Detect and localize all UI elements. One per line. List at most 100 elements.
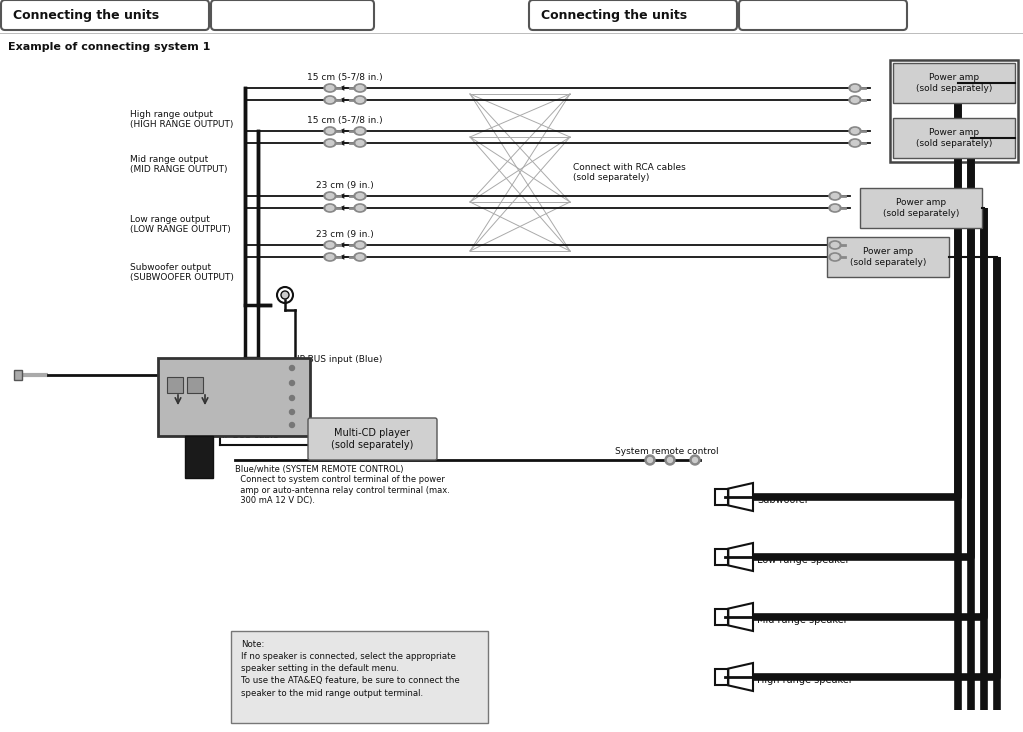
Text: Note:
If no speaker is connected, select the appropriate
speaker setting in the : Note: If no speaker is connected, select…: [241, 640, 459, 698]
FancyBboxPatch shape: [14, 370, 23, 380]
FancyBboxPatch shape: [185, 436, 213, 478]
Ellipse shape: [324, 241, 336, 249]
Ellipse shape: [831, 206, 839, 211]
FancyBboxPatch shape: [893, 63, 1015, 103]
Circle shape: [690, 455, 700, 465]
Ellipse shape: [324, 139, 336, 147]
Ellipse shape: [829, 241, 841, 249]
Ellipse shape: [851, 129, 859, 133]
Text: 15 cm (5-7/8 in.): 15 cm (5-7/8 in.): [307, 116, 383, 125]
Ellipse shape: [326, 141, 333, 146]
Ellipse shape: [354, 139, 366, 147]
Ellipse shape: [324, 204, 336, 212]
Circle shape: [693, 458, 698, 463]
Ellipse shape: [326, 86, 333, 91]
Text: IP-BUS input (Blue): IP-BUS input (Blue): [297, 355, 383, 364]
Text: Power amp
(sold separately): Power amp (sold separately): [850, 247, 926, 266]
Text: Example of connecting system 1: Example of connecting system 1: [8, 42, 211, 52]
FancyBboxPatch shape: [893, 118, 1015, 158]
Ellipse shape: [354, 84, 366, 92]
Circle shape: [667, 458, 672, 463]
Ellipse shape: [326, 255, 333, 259]
Circle shape: [290, 395, 295, 400]
Text: Low range output
(LOW RANGE OUTPUT): Low range output (LOW RANGE OUTPUT): [130, 215, 231, 234]
FancyBboxPatch shape: [1, 0, 209, 30]
Ellipse shape: [356, 129, 364, 133]
Circle shape: [644, 455, 655, 465]
Ellipse shape: [831, 255, 839, 259]
Ellipse shape: [324, 127, 336, 135]
Text: 23 cm (9 in.): 23 cm (9 in.): [316, 230, 373, 239]
Ellipse shape: [356, 86, 364, 91]
Ellipse shape: [326, 193, 333, 198]
Ellipse shape: [326, 97, 333, 102]
Ellipse shape: [354, 192, 366, 200]
Text: High range speaker: High range speaker: [757, 675, 853, 685]
Ellipse shape: [354, 204, 366, 212]
Ellipse shape: [324, 84, 336, 92]
Text: 23 cm (9 in.): 23 cm (9 in.): [316, 181, 373, 190]
Ellipse shape: [356, 193, 364, 198]
Text: 15 cm (5-7/8 in.): 15 cm (5-7/8 in.): [307, 73, 383, 82]
Ellipse shape: [849, 84, 861, 92]
Text: Connect with RCA cables
(sold separately): Connect with RCA cables (sold separately…: [573, 163, 685, 182]
Ellipse shape: [851, 86, 859, 91]
Text: Power amp
(sold separately): Power amp (sold separately): [916, 73, 992, 93]
Ellipse shape: [849, 127, 861, 135]
Text: IP-BUS cable: IP-BUS cable: [222, 431, 278, 440]
Ellipse shape: [851, 141, 859, 146]
Ellipse shape: [356, 206, 364, 211]
Ellipse shape: [851, 97, 859, 102]
Ellipse shape: [354, 241, 366, 249]
Text: Mid range output
(MID RANGE OUTPUT): Mid range output (MID RANGE OUTPUT): [130, 155, 227, 174]
Text: Connecting the units: Connecting the units: [13, 9, 160, 21]
Ellipse shape: [356, 255, 364, 259]
Ellipse shape: [324, 192, 336, 200]
Ellipse shape: [829, 253, 841, 261]
Circle shape: [290, 381, 295, 386]
Ellipse shape: [831, 242, 839, 247]
Text: Subwoofer: Subwoofer: [757, 495, 809, 505]
Ellipse shape: [354, 253, 366, 261]
Text: Mid range speaker: Mid range speaker: [757, 615, 848, 625]
FancyBboxPatch shape: [827, 237, 949, 277]
Text: Low range speaker: Low range speaker: [757, 555, 849, 565]
Ellipse shape: [849, 139, 861, 147]
FancyBboxPatch shape: [231, 631, 488, 723]
Ellipse shape: [831, 193, 839, 198]
Ellipse shape: [356, 242, 364, 247]
FancyBboxPatch shape: [211, 0, 374, 30]
Ellipse shape: [829, 204, 841, 212]
FancyBboxPatch shape: [739, 0, 907, 30]
Ellipse shape: [354, 96, 366, 104]
Text: Power amp
(sold separately): Power amp (sold separately): [883, 198, 960, 217]
Circle shape: [665, 455, 675, 465]
Ellipse shape: [324, 96, 336, 104]
Ellipse shape: [356, 141, 364, 146]
Ellipse shape: [849, 96, 861, 104]
Text: System remote control: System remote control: [615, 447, 718, 456]
Text: Subwoofer output
(SUBWOOFER OUTPUT): Subwoofer output (SUBWOOFER OUTPUT): [130, 263, 234, 283]
Circle shape: [648, 458, 653, 463]
FancyBboxPatch shape: [529, 0, 737, 30]
Text: Multi-CD player
(sold separately): Multi-CD player (sold separately): [330, 428, 413, 449]
Ellipse shape: [354, 127, 366, 135]
Ellipse shape: [326, 242, 333, 247]
Ellipse shape: [356, 97, 364, 102]
Text: Power amp
(sold separately): Power amp (sold separately): [916, 128, 992, 148]
Text: Blue/white (SYSTEM REMOTE CONTROL)
  Connect to system control terminal of the p: Blue/white (SYSTEM REMOTE CONTROL) Conne…: [235, 465, 450, 505]
Ellipse shape: [326, 206, 333, 211]
Text: High range output
(HIGH RANGE OUTPUT): High range output (HIGH RANGE OUTPUT): [130, 110, 233, 130]
FancyBboxPatch shape: [187, 377, 203, 393]
Circle shape: [281, 291, 290, 299]
Text: Connecting the units: Connecting the units: [541, 9, 687, 21]
Ellipse shape: [326, 129, 333, 133]
Ellipse shape: [829, 192, 841, 200]
FancyBboxPatch shape: [167, 377, 183, 393]
Circle shape: [290, 409, 295, 414]
FancyBboxPatch shape: [308, 418, 437, 460]
Circle shape: [290, 365, 295, 370]
Ellipse shape: [324, 253, 336, 261]
Circle shape: [290, 422, 295, 427]
FancyBboxPatch shape: [158, 358, 310, 436]
